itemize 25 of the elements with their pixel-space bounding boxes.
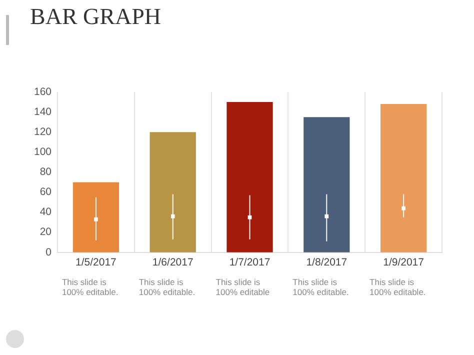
y-tick-label: 120 [34,126,52,138]
x-tick-label: 1/7/2017 [229,256,270,269]
y-tick-label: 20 [40,226,52,238]
text: This slide is 100% editable [216,277,270,297]
y-tick-label: 40 [40,206,52,218]
text: This slide is 100% editable. [370,277,426,297]
y-tick-label: 80 [40,166,52,178]
x-tick-label: 1/6/2017 [152,256,194,269]
x-tick-label: 1/8/2017 [306,256,348,269]
y-tick-label: 60 [40,186,52,198]
y-tick-label: 0 [46,246,52,258]
y-tick-label: 160 [34,86,52,98]
text: This slide is 100% editable. [138,277,196,297]
bar [150,132,196,252]
bar [380,104,427,252]
y-tick-label: 100 [34,146,52,158]
x-tick-label: 1/5/2017 [76,256,117,269]
text: This slide is 100% editable. [62,277,118,297]
bar [226,102,273,252]
bar [304,117,350,252]
text: This slide is 100% editable. [292,277,349,297]
x-tick-label: 1/9/2017 [383,256,424,269]
y-tick-label: 140 [34,106,52,118]
bar [72,182,120,252]
chart-title: BAR GRAPH [30,4,162,30]
